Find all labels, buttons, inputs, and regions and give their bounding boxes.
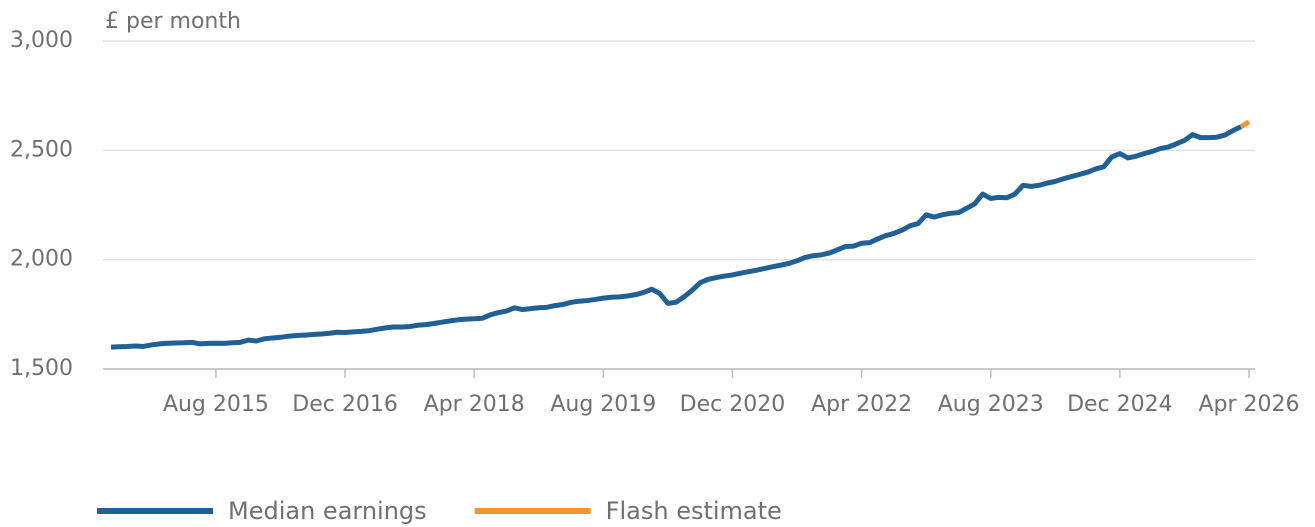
line-series — [110, 124, 1243, 350]
line-series — [1239, 119, 1251, 129]
y-tick-label: 1,500 — [10, 356, 73, 381]
x-tick-label: Apr 2018 — [424, 392, 525, 417]
legend-label: Median earnings — [228, 497, 427, 525]
x-tick-label: Dec 2024 — [1067, 392, 1173, 417]
x-tick-label: Aug 2015 — [163, 392, 269, 417]
x-tick-label: Apr 2026 — [1198, 392, 1299, 417]
y-tick-label: 2,000 — [10, 247, 73, 272]
y-tick-label: 3,000 — [10, 28, 73, 53]
legend-label: Flash estimate — [606, 497, 782, 525]
x-tick-label: Apr 2022 — [811, 392, 912, 417]
y-tick-label: 2,500 — [10, 137, 73, 162]
x-tick-label: Aug 2019 — [550, 392, 656, 417]
x-tick-label: Dec 2020 — [680, 392, 786, 417]
y-axis-label: £ per month — [105, 9, 241, 34]
x-tick-label: Dec 2016 — [292, 392, 398, 417]
x-tick-label: Aug 2023 — [938, 392, 1044, 417]
